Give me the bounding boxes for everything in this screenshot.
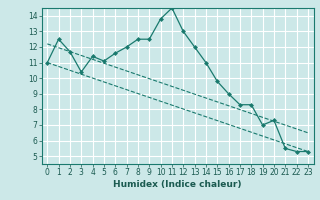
X-axis label: Humidex (Indice chaleur): Humidex (Indice chaleur) (113, 180, 242, 189)
